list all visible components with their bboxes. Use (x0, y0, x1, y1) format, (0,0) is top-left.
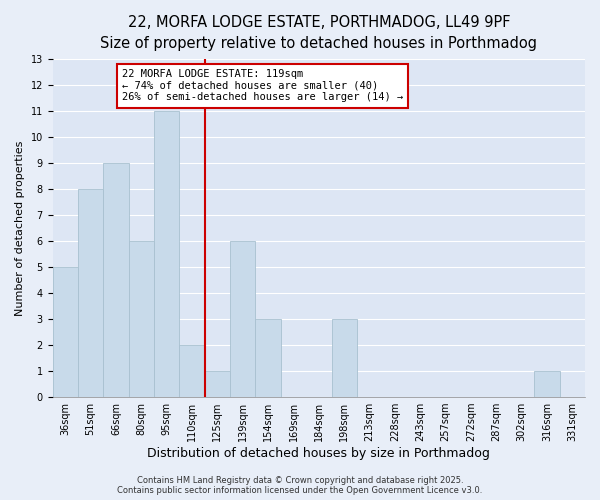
Bar (205, 371, 230, 397)
Bar (230, 241, 256, 397)
Bar (53, 267, 78, 397)
Bar (256, 319, 281, 397)
Bar (103, 163, 129, 397)
Bar (535, 371, 560, 397)
Bar (332, 319, 357, 397)
Bar (78, 189, 103, 397)
Text: Contains HM Land Registry data © Crown copyright and database right 2025.
Contai: Contains HM Land Registry data © Crown c… (118, 476, 482, 495)
Title: 22, MORFA LODGE ESTATE, PORTHMADOG, LL49 9PF
Size of property relative to detach: 22, MORFA LODGE ESTATE, PORTHMADOG, LL49… (100, 15, 538, 51)
Bar (179, 345, 205, 397)
Bar (154, 111, 179, 397)
Y-axis label: Number of detached properties: Number of detached properties (15, 140, 25, 316)
X-axis label: Distribution of detached houses by size in Porthmadog: Distribution of detached houses by size … (148, 447, 490, 460)
Text: 22 MORFA LODGE ESTATE: 119sqm
← 74% of detached houses are smaller (40)
26% of s: 22 MORFA LODGE ESTATE: 119sqm ← 74% of d… (122, 70, 403, 102)
Bar (129, 241, 154, 397)
